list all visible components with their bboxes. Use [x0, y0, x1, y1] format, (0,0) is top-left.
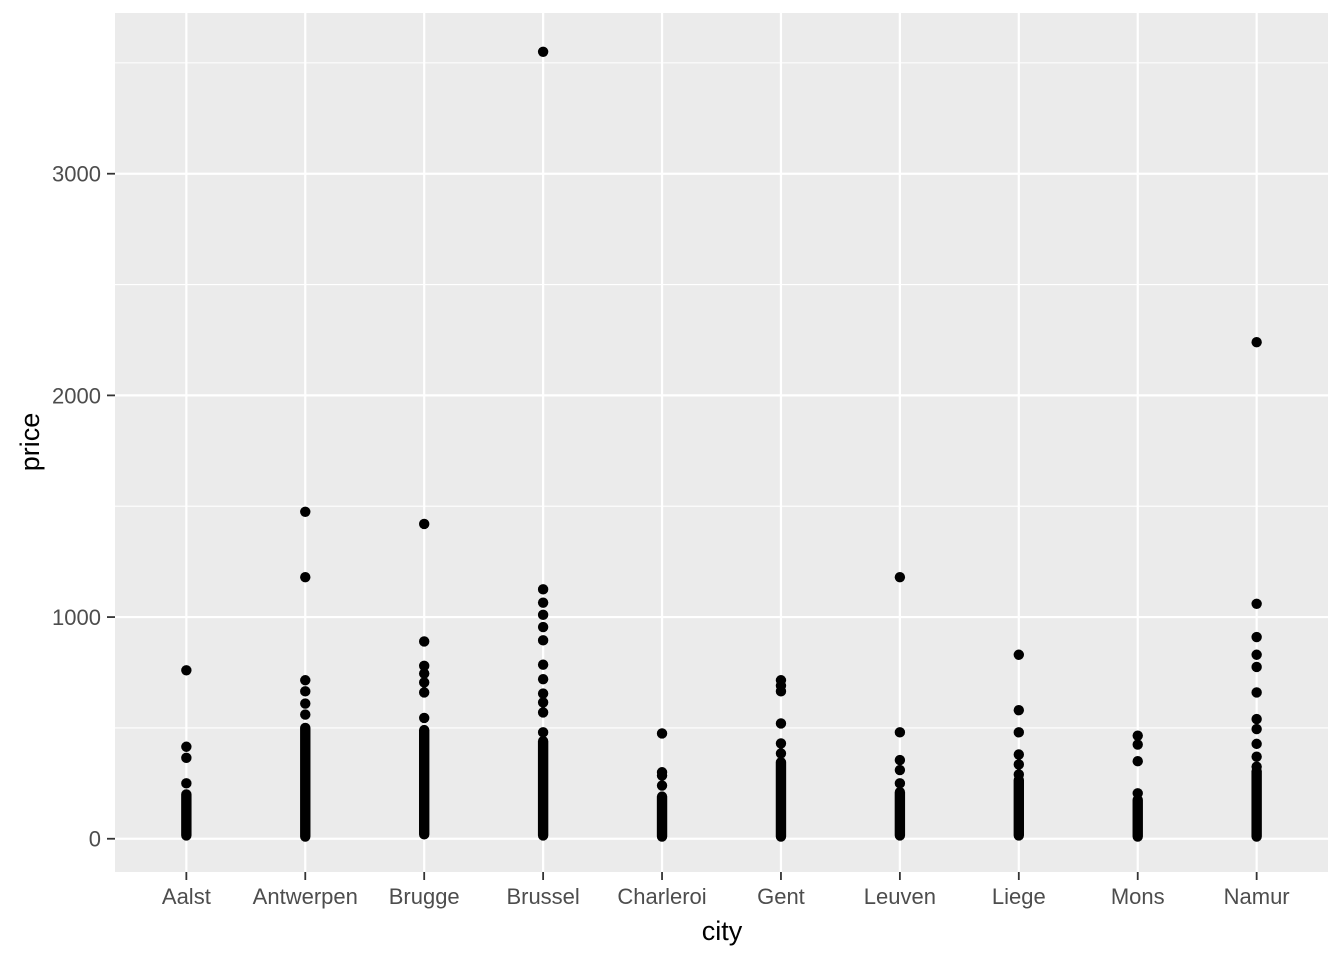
data-point: [537, 688, 549, 699]
x-tick-label: Charleroi: [617, 884, 706, 909]
data-point: [1251, 649, 1262, 660]
data-point: [1132, 788, 1143, 799]
data-point: [1251, 336, 1262, 348]
data-point: [181, 741, 192, 752]
data-point: [1251, 738, 1262, 750]
data-point: [894, 778, 906, 789]
x-tick-label: Liege: [992, 884, 1046, 909]
data-point: [418, 636, 430, 647]
gridlines: [115, 13, 1328, 872]
data-point: [1251, 713, 1262, 725]
x-tick-label: Gent: [757, 884, 805, 909]
data-point: [656, 770, 668, 781]
data-point: [300, 686, 311, 697]
data-point: [894, 764, 906, 776]
data-point: [300, 506, 311, 517]
data-point: [894, 571, 906, 583]
data-point: [418, 677, 430, 688]
axes: 0 1000 2000 3000 Aalst Antwerpen Brugge Brussel…: [52, 162, 1290, 909]
data-point: [537, 584, 549, 595]
x-tick-label: Brussel: [506, 884, 579, 909]
data-point: [656, 728, 668, 739]
data-point: [1132, 730, 1143, 741]
x-tick-label: Leuven: [864, 884, 936, 909]
data-point: [418, 518, 430, 530]
data-point: [537, 46, 549, 57]
data-point: [1013, 759, 1025, 770]
data-point: [775, 686, 787, 697]
x-tick-label: Antwerpen: [253, 884, 358, 909]
data-point: [537, 707, 549, 718]
plot-panel: [115, 13, 1328, 872]
data-point: [894, 727, 906, 738]
data-point: [537, 727, 549, 738]
x-tick-label: Namur: [1224, 884, 1290, 909]
panel-background: [115, 13, 1328, 872]
y-tick-label: 1000: [52, 605, 101, 630]
data-point: [537, 659, 549, 670]
data-point: [537, 635, 549, 646]
data-point: [1251, 598, 1262, 609]
data-point: [1013, 749, 1025, 760]
data-point: [1013, 704, 1025, 716]
data-point: [537, 673, 549, 685]
data-point: [1013, 727, 1025, 738]
data-point: [775, 718, 787, 729]
x-axis-title: city: [702, 916, 743, 946]
data-point: [1251, 661, 1262, 673]
data-point: [300, 675, 311, 686]
x-tick-label: Brugge: [389, 884, 460, 909]
y-tick-label: 3000: [52, 162, 101, 187]
data-point: [775, 738, 787, 749]
data-point: [1251, 751, 1262, 762]
data-point: [418, 687, 430, 698]
x-tick-label: Mons: [1111, 884, 1165, 909]
data-point: [775, 748, 787, 759]
data-point: [1251, 723, 1262, 735]
data-point: [537, 621, 549, 633]
data-point: [181, 752, 192, 764]
data-point: [418, 712, 430, 724]
data-points: [181, 46, 1262, 842]
y-axis-title: price: [15, 413, 45, 472]
data-point: [537, 609, 549, 621]
data-point: [1013, 649, 1025, 660]
y-tick-label: 2000: [52, 383, 101, 408]
data-point: [1013, 769, 1025, 780]
data-point: [1251, 687, 1262, 698]
data-point: [1132, 739, 1143, 750]
data-point: [1132, 755, 1143, 767]
data-point: [537, 597, 549, 608]
data-point: [181, 665, 192, 676]
data-point: [418, 660, 430, 672]
data-point: [1251, 631, 1262, 643]
data-point: [656, 780, 668, 791]
data-point: [894, 754, 906, 766]
data-point: [300, 709, 311, 720]
data-point: [1251, 761, 1262, 772]
data-point: [300, 698, 311, 709]
y-tick-label: 0: [89, 827, 101, 852]
x-tick-label: Aalst: [162, 884, 211, 909]
data-point: [418, 668, 430, 679]
data-point: [181, 778, 192, 789]
data-point: [537, 697, 549, 708]
data-point: [300, 571, 311, 583]
